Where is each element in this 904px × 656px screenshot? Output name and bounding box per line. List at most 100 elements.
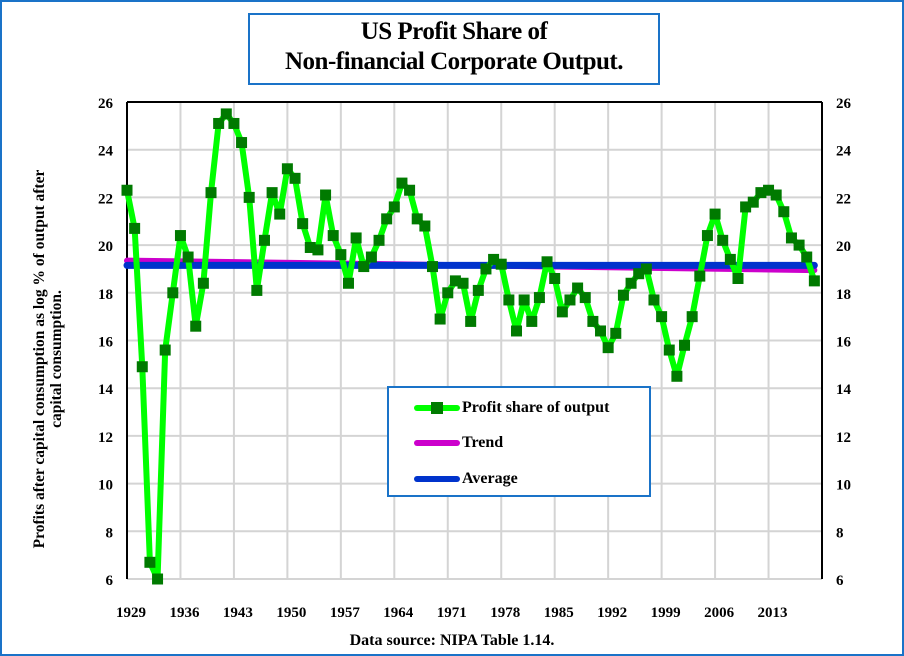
- y-tick-label-right: 24: [836, 144, 852, 160]
- data-point-1955: [320, 189, 332, 201]
- data-point-1988: [572, 282, 584, 294]
- data-point-2014: [770, 189, 782, 201]
- y-tick-label-left: 12: [98, 430, 113, 446]
- data-point-1956: [327, 230, 339, 242]
- legend-label: Average: [462, 470, 518, 487]
- data-point-1929: [121, 184, 133, 196]
- y-axis-label-line-2: capital consumption.: [48, 290, 65, 428]
- data-point-1933: [152, 573, 164, 585]
- data-point-1991: [595, 325, 607, 337]
- data-point-1976: [480, 263, 492, 275]
- y-tick-label-left: 14: [98, 382, 114, 398]
- title-line-1: US Profit Share of: [360, 18, 548, 45]
- data-point-1971: [442, 287, 454, 299]
- legend-item-trend: Trend: [414, 433, 503, 453]
- data-point-2010: [740, 201, 752, 213]
- y-axis-label-line-1: Profits after capital consumption as log…: [31, 169, 48, 549]
- y-tick-label-left: 22: [98, 191, 113, 207]
- data-point-1948: [266, 187, 278, 199]
- data-point-2016: [785, 232, 797, 244]
- y-tick-label-left: 20: [98, 239, 113, 255]
- data-point-1931: [136, 361, 148, 373]
- data-point-1943: [228, 117, 240, 129]
- x-tick-label: 1943: [223, 605, 253, 621]
- data-point-2009: [732, 272, 744, 284]
- data-point-1975: [472, 284, 484, 296]
- data-point-1944: [236, 137, 248, 149]
- x-tick-label: 1964: [383, 605, 414, 621]
- data-point-1965: [396, 177, 408, 189]
- data-point-2006: [709, 208, 721, 220]
- data-point-1982: [526, 315, 538, 327]
- data-point-1984: [541, 256, 553, 268]
- data-point-1970: [434, 313, 446, 325]
- data-point-1986: [556, 306, 568, 318]
- data-point-2007: [717, 234, 729, 246]
- data-point-1996: [633, 268, 645, 280]
- x-tick-label: 1999: [651, 605, 681, 621]
- data-point-1942: [220, 108, 232, 120]
- y-tick-label-right: 14: [836, 382, 852, 398]
- data-point-1992: [602, 342, 614, 354]
- data-point-1969: [426, 261, 438, 273]
- legend-swatch-average: [414, 469, 460, 489]
- chart-title: US Profit Share of Non-financial Corpora…: [248, 13, 660, 85]
- data-point-1935: [167, 287, 179, 299]
- data-point-1995: [625, 277, 637, 289]
- x-tick-label: 1978: [490, 605, 520, 621]
- data-point-2013: [763, 184, 775, 196]
- data-point-1989: [579, 292, 591, 304]
- data-point-1945: [243, 191, 255, 203]
- y-tick-label-right: 20: [836, 239, 851, 255]
- profit-share-line: [124, 110, 818, 582]
- data-point-2000: [663, 344, 675, 356]
- data-point-1960: [358, 261, 370, 273]
- data-point-2019: [808, 275, 820, 287]
- data-point-1932: [144, 556, 156, 568]
- x-tick-label: 2013: [758, 605, 788, 621]
- data-point-1962: [373, 234, 385, 246]
- data-point-1937: [182, 251, 194, 263]
- x-tick-label: 1985: [544, 605, 574, 621]
- data-point-1987: [564, 294, 576, 306]
- data-point-1934: [159, 344, 171, 356]
- data-point-2001: [671, 370, 683, 382]
- y-tick-label-right: 26: [836, 96, 852, 112]
- data-point-2015: [778, 206, 790, 218]
- data-point-1981: [518, 294, 530, 306]
- data-point-1946: [251, 284, 263, 296]
- data-point-1957: [335, 249, 347, 261]
- data-point-1998: [648, 294, 660, 306]
- legend-label: Profit share of output: [462, 399, 610, 416]
- x-tick-label: 1936: [169, 605, 200, 621]
- data-point-1978: [495, 258, 507, 270]
- x-tick-label: 1950: [276, 605, 306, 621]
- data-point-1953: [304, 241, 316, 253]
- data-point-2018: [801, 251, 813, 263]
- data-point-1950: [281, 163, 293, 175]
- y-tick-label-right: 16: [836, 335, 852, 351]
- data-point-1959: [350, 232, 362, 244]
- x-tick-label: 2006: [704, 605, 735, 621]
- data-point-2005: [701, 230, 713, 242]
- y-tick-label-right: 6: [836, 573, 844, 589]
- data-point-1993: [610, 327, 622, 339]
- data-point-1949: [274, 208, 286, 220]
- data-point-1985: [549, 272, 561, 284]
- x-tick-label: 1992: [597, 605, 627, 621]
- data-point-2011: [747, 196, 759, 208]
- data-point-2012: [755, 187, 767, 199]
- y-tick-label-right: 22: [836, 191, 851, 207]
- data-point-1994: [617, 289, 629, 301]
- data-point-1940: [205, 187, 217, 199]
- data-point-1954: [312, 244, 324, 256]
- data-point-1951: [289, 172, 301, 184]
- y-tick-label-left: 6: [106, 573, 114, 589]
- data-point-1974: [465, 315, 477, 327]
- x-tick-label: 1971: [437, 605, 467, 621]
- data-point-2008: [724, 253, 736, 265]
- y-tick-label-left: 8: [106, 525, 114, 541]
- data-point-1963: [381, 213, 393, 225]
